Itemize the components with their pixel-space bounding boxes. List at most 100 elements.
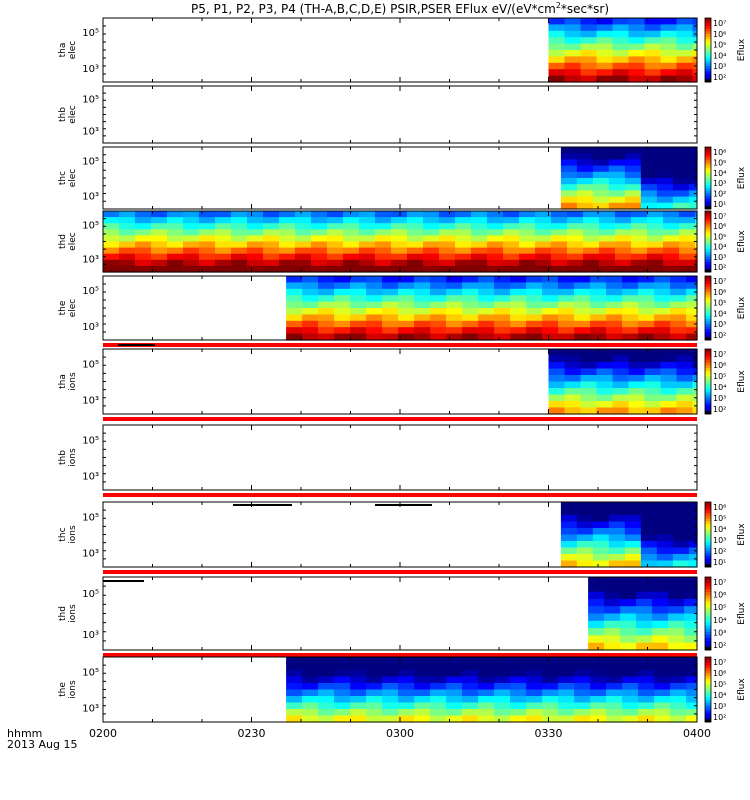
spectrogram-cell [462, 676, 479, 684]
spectrogram-cell [430, 696, 447, 704]
spectrogram-cell [183, 211, 200, 218]
spectrogram-cell [672, 502, 690, 510]
spectrogram-cell [430, 663, 447, 671]
spectrogram-cell [580, 37, 598, 45]
spectrogram-cell [462, 715, 479, 723]
spectrogram-cell [286, 314, 303, 322]
spectrogram-cell [644, 24, 662, 32]
spectrogram-cell [510, 670, 527, 678]
spectrogram-cell [688, 147, 698, 154]
colorbar-label: Eflux [737, 296, 747, 319]
spectrogram-cell [542, 709, 559, 717]
spectrogram-cell [615, 211, 632, 218]
colorbar-tick-label: 10⁴ [713, 309, 726, 318]
spectrogram-cell [574, 282, 591, 290]
spectrogram-cell [302, 308, 319, 315]
spectrogram-cell [576, 547, 594, 555]
spectrogram-cell [564, 368, 582, 376]
spectrogram-cell [318, 314, 335, 322]
spectrogram-cell [670, 333, 687, 341]
spectrogram-cell [302, 295, 319, 303]
spectrogram-cell [119, 229, 136, 236]
spectrogram-cell [247, 223, 264, 230]
spectrogram-cell [382, 295, 399, 303]
spectrogram-cell [652, 598, 669, 607]
spectrogram-cell [564, 375, 582, 383]
spectrogram-cell [558, 282, 575, 290]
spectrogram-cell [668, 577, 685, 585]
spectrogram-cell [660, 401, 678, 409]
spectrogram-cell [430, 709, 447, 717]
spectrogram-cell [608, 508, 626, 516]
spectrogram-cell [670, 663, 687, 671]
colorbar-label: Eflux [737, 230, 747, 253]
spectrogram-cell [359, 229, 376, 236]
spectrogram-cell [583, 253, 600, 261]
spectrogram-cell [407, 229, 424, 236]
spectrogram-cell [334, 702, 351, 710]
spectrogram-cell [615, 223, 632, 230]
spectrogram-cell [366, 288, 383, 296]
spectrogram-cell [478, 333, 495, 341]
colorbar-segment [705, 665, 711, 669]
colorbar-segment [705, 719, 711, 723]
spectrogram-cell [583, 223, 600, 230]
spectrogram-cell [624, 541, 642, 549]
spectrogram-cell [558, 689, 575, 697]
spectrogram-cell [558, 702, 575, 710]
spectrogram-cell [692, 37, 698, 45]
spectrogram-cell [135, 235, 152, 243]
spectrogram-cell [183, 247, 200, 255]
spectrogram-cell [407, 223, 424, 230]
colorbar-segment [705, 236, 711, 240]
spectrogram-cell [510, 663, 527, 671]
spectrogram-cell [567, 253, 584, 261]
spectrogram-cell [596, 375, 614, 383]
colorbar-segment [705, 34, 711, 38]
spectrogram-cell [366, 295, 383, 303]
spectrogram-cell [624, 159, 642, 167]
spectrogram-cell [318, 308, 335, 315]
spectrogram-cell [647, 241, 664, 249]
spectrogram-cell [119, 247, 136, 255]
spectrogram-cell [151, 253, 168, 261]
spectrogram-cell [119, 265, 136, 273]
colorbar-segment [705, 256, 711, 260]
spectrogram-cell [576, 147, 594, 154]
spectrogram-cell [487, 247, 504, 255]
colorbar-segment [705, 246, 711, 250]
panel-label-thc-ions: thcions [58, 525, 78, 544]
spectrogram-cell [462, 288, 479, 296]
colorbar-segment [705, 183, 711, 187]
colorbar-segment [705, 289, 711, 293]
spectrogram-cell [679, 259, 696, 267]
spectrogram-cell [382, 288, 399, 296]
spectrogram-cell [620, 635, 637, 644]
spectrogram-cell [620, 584, 637, 593]
spectrogram-cell [430, 320, 447, 328]
spectrogram-cell [628, 50, 646, 57]
spectrogram-cell [670, 689, 687, 697]
spectrogram-cell [151, 235, 168, 243]
spectrogram-cell [334, 657, 351, 665]
spectrogram-cell [692, 18, 698, 25]
spectrogram-cell [676, 349, 694, 357]
spectrogram-cell [318, 657, 335, 665]
colorbar-tick-label: 10⁴ [713, 616, 726, 625]
spectrogram-cell [446, 715, 463, 723]
colorbar-tick-label: 10² [713, 713, 726, 722]
spectrogram-cell [644, 18, 662, 25]
spectrogram-cell [494, 327, 511, 335]
colorbar-segment [705, 598, 711, 602]
spectrogram-cell [608, 190, 626, 198]
spectrogram-cell [247, 265, 264, 273]
spectrogram-cell [676, 37, 694, 45]
spectrogram-cell [135, 217, 152, 224]
colorbar-segment [705, 68, 711, 72]
y-tick-label: 10³ [82, 549, 99, 560]
spectrogram-cell [670, 282, 687, 290]
spectrogram-cell [628, 355, 646, 363]
colorbar-segment [705, 308, 711, 312]
spectrogram-cell [302, 288, 319, 296]
